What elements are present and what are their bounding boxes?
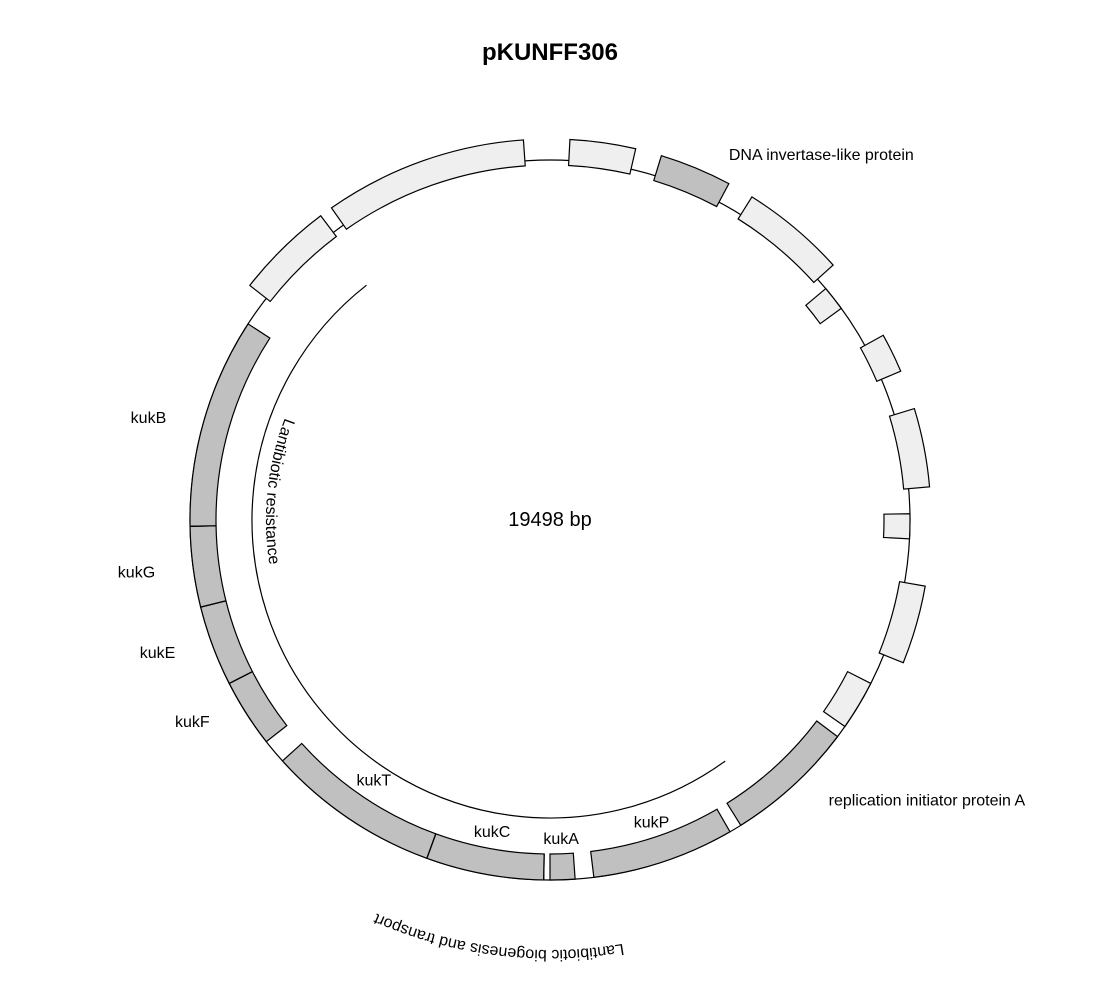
feature-f9 <box>824 672 871 727</box>
feature-label-repA: replication initiator protein A <box>829 793 1026 810</box>
arc-biogenesis <box>322 712 725 818</box>
feature-kukA <box>550 853 575 880</box>
feature-kukT <box>282 743 435 858</box>
arc-biogenesis-label: Lantibiotic biogenesis and transport <box>371 910 625 963</box>
feature-f10 <box>250 216 337 302</box>
feature-f6 <box>889 409 929 489</box>
feature-repA <box>727 721 838 825</box>
feature-kukB <box>190 324 270 526</box>
center-size-label: 19498 bp <box>508 509 591 531</box>
feature-label-f2: DNA invertase-like protein <box>729 147 914 164</box>
feature-f1 <box>569 140 636 175</box>
feature-f4 <box>806 289 841 324</box>
arc-resistance-label: Lantibiotic resistance <box>262 416 297 565</box>
plasmid-map: pKUNFF306 DNA invertase-like protein repli… <box>0 0 1100 1000</box>
feature-label-kukT: kukT <box>357 772 392 789</box>
feature-f8 <box>879 582 925 663</box>
feature-kukE <box>201 601 253 684</box>
feature-label-kukE: kukE <box>140 645 176 662</box>
feature-label-kukP: kukP <box>634 815 670 832</box>
feature-kukF <box>229 672 287 742</box>
feature-f5 <box>860 335 900 381</box>
feature-kukG <box>190 526 226 607</box>
feature-f11 <box>331 140 525 229</box>
feature-f3 <box>738 197 833 283</box>
feature-label-kukA: kukA <box>543 831 579 848</box>
feature-label-kukC: kukC <box>474 824 510 841</box>
feature-label-kukG: kukG <box>118 564 155 581</box>
plasmid-title: pKUNFF306 <box>482 39 618 66</box>
feature-label-kukF: kukF <box>175 714 210 731</box>
feature-f7 <box>884 514 910 539</box>
feature-f2 <box>654 156 729 207</box>
feature-label-kukB: kukB <box>131 410 167 427</box>
